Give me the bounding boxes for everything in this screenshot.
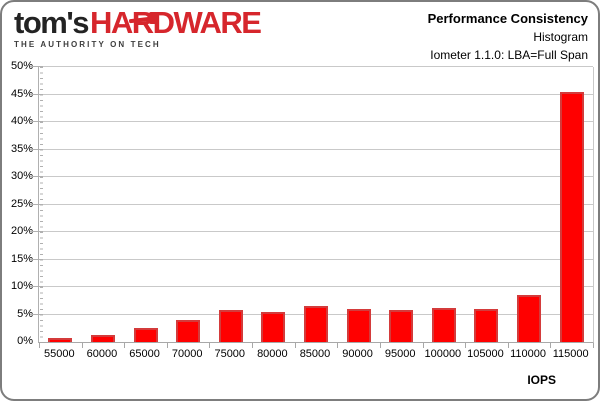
y-axis-labels: 0% 5% 10% 15% 20% 25% 30% 35% 40% 45% 50% — [2, 60, 33, 347]
chart-title: Performance Consistency — [427, 11, 588, 26]
y-axis-tick — [30, 93, 43, 95]
y-axis-tick-label: 30% — [10, 170, 33, 182]
y-axis-tick-label: 40% — [10, 115, 33, 127]
bar-85000 — [304, 306, 328, 342]
x-axis-tick — [294, 343, 296, 348]
bar-75000 — [218, 309, 243, 342]
gridline — [39, 286, 593, 287]
y-axis-tick — [30, 121, 43, 122]
gridline — [39, 176, 593, 177]
gridline — [39, 148, 593, 150]
x-axis-tick-label: 65000 — [129, 348, 160, 360]
y-axis-tick-label: 5% — [17, 307, 33, 320]
y-axis-tick-label: 0% — [17, 335, 33, 347]
brand-tagline: THE AUTHORITY ON TECH — [14, 40, 161, 49]
chart-subtitle: Histogram — [533, 30, 588, 44]
x-axis-tick — [465, 343, 467, 348]
gridline — [39, 93, 593, 95]
x-axis-tick — [39, 343, 40, 348]
gridline — [39, 121, 593, 122]
y-axis-minor-ticks — [40, 67, 43, 342]
bar-115000 — [559, 92, 584, 342]
bar-55000 — [48, 337, 73, 342]
gridline — [39, 258, 593, 260]
x-axis-tick-label: 110000 — [510, 348, 547, 360]
x-axis-tick-label: 60000 — [86, 348, 118, 360]
y-axis-tick — [30, 313, 43, 315]
x-axis-tick-label: 55000 — [44, 348, 75, 360]
x-axis-tick — [550, 343, 552, 348]
y-axis-tick-label: 15% — [10, 252, 33, 265]
x-axis-tick-label: 85000 — [299, 348, 331, 360]
y-axis-tick-label: 45% — [10, 87, 33, 100]
x-axis-tick-label: 95000 — [384, 348, 416, 360]
x-axis-tick — [252, 343, 254, 348]
x-axis-tick-label: 70000 — [171, 348, 203, 360]
x-axis-tick — [507, 343, 509, 348]
y-axis-tick-label: 10% — [10, 280, 33, 292]
y-axis-tick-label: 25% — [10, 197, 33, 210]
bar-60000 — [90, 334, 115, 342]
chart-test-label: Iometer 1.1.0: LBA=Full Span — [430, 48, 588, 62]
x-axis-tick-label: 100000 — [424, 348, 462, 360]
y-axis-tick — [30, 148, 43, 150]
y-axis-tick — [30, 286, 43, 287]
plot-area — [30, 66, 594, 348]
y-axis-tick — [30, 203, 43, 205]
brand-wordmark: tom'sHARDWARE — [14, 5, 262, 40]
x-axis-tick — [337, 343, 339, 348]
bar-80000 — [261, 311, 286, 342]
x-axis-tick-label: 80000 — [257, 348, 288, 360]
bar-95000 — [389, 310, 414, 342]
brand-toms: tom's — [14, 5, 89, 40]
y-axis-tick-label: 35% — [10, 142, 33, 155]
x-axis-tick — [379, 343, 381, 348]
bar-100000 — [431, 308, 456, 342]
x-axis-tick — [81, 343, 83, 348]
bar-65000 — [133, 328, 158, 342]
y-axis-tick — [30, 231, 43, 232]
bar-105000 — [474, 309, 499, 342]
gridline — [39, 66, 593, 67]
x-axis-tick — [593, 343, 594, 348]
x-axis-tick — [166, 343, 168, 348]
gridline — [39, 231, 593, 232]
gridline — [39, 203, 593, 205]
x-axis-tick-label: 115000 — [552, 348, 589, 360]
x-axis-tick — [124, 343, 126, 348]
bar-110000 — [517, 295, 542, 342]
y-axis-tick — [30, 66, 43, 67]
title-block: Performance Consistency Histogram Iomete… — [428, 11, 588, 62]
bar-70000 — [176, 320, 201, 342]
x-axis-tick-label: 105000 — [467, 348, 504, 360]
y-axis-tick-label: 20% — [10, 225, 33, 237]
y-axis-tick — [30, 176, 43, 177]
y-axis-tick — [30, 258, 43, 260]
x-axis-tick-label: 90000 — [342, 348, 373, 360]
toms-hardware-logo: tom'sHARDWARE THE AUTHORITY ON TECH — [14, 5, 262, 49]
x-axis-title: IOPS — [527, 373, 556, 387]
hammer-icon — [128, 2, 162, 31]
bar-90000 — [346, 309, 371, 342]
x-axis-tick — [209, 343, 211, 348]
x-axis-tick — [422, 343, 424, 348]
x-axis-labels: 55000 60000 65000 70000 75000 80000 85000 90000… — [38, 348, 592, 361]
y-axis-tick-label: 50% — [10, 60, 33, 72]
x-axis-tick-label: 75000 — [214, 348, 246, 360]
brand-hardware: HARDWARE — [88, 5, 262, 40]
